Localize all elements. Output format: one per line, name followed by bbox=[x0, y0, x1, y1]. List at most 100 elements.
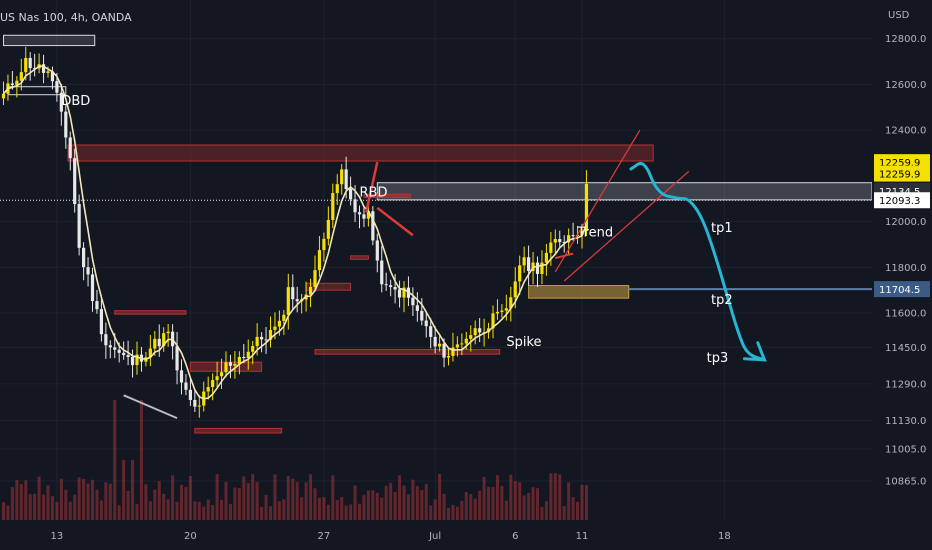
candle-body bbox=[553, 239, 557, 243]
candle-body bbox=[326, 219, 330, 239]
candle bbox=[15, 76, 19, 98]
candle-body bbox=[415, 305, 419, 311]
volume-bar bbox=[144, 484, 148, 520]
volume-bar bbox=[42, 494, 46, 520]
volume-bar bbox=[353, 485, 357, 520]
candles bbox=[1, 46, 589, 418]
volume-bar bbox=[211, 504, 215, 520]
candle-body bbox=[130, 357, 135, 366]
volume-bar bbox=[366, 490, 370, 520]
candle-body bbox=[59, 92, 63, 112]
volume-bar bbox=[362, 495, 366, 520]
candle-body bbox=[19, 72, 23, 81]
candle bbox=[544, 243, 548, 276]
volume-bar bbox=[424, 484, 428, 520]
candle-body bbox=[460, 343, 464, 345]
candle bbox=[384, 272, 388, 291]
candle-body bbox=[491, 313, 495, 329]
candle bbox=[522, 246, 526, 273]
candle-body bbox=[211, 380, 215, 388]
candle bbox=[411, 287, 415, 316]
candle bbox=[446, 347, 451, 366]
volume-bar bbox=[451, 504, 455, 520]
candle-body bbox=[193, 399, 197, 407]
candle bbox=[335, 174, 339, 205]
volume-bar bbox=[184, 487, 188, 520]
candle-body bbox=[86, 267, 90, 275]
candle bbox=[357, 205, 362, 229]
volume-bar bbox=[64, 489, 68, 520]
volume-bar bbox=[108, 483, 112, 520]
candle bbox=[473, 320, 477, 345]
volume-bar bbox=[166, 499, 170, 520]
candle-body bbox=[95, 301, 99, 310]
trend-line-small bbox=[555, 252, 574, 260]
volume-bar bbox=[340, 496, 344, 520]
candle-body bbox=[46, 71, 50, 73]
volume-bar bbox=[527, 493, 531, 520]
candle bbox=[157, 324, 161, 357]
volume-bar bbox=[331, 475, 335, 520]
candle bbox=[518, 255, 522, 295]
volume-bar bbox=[433, 499, 437, 520]
volume-bar bbox=[300, 497, 304, 520]
candle bbox=[104, 322, 108, 359]
candle bbox=[99, 295, 103, 342]
candle bbox=[228, 354, 233, 379]
volume-bar bbox=[304, 482, 308, 520]
candle bbox=[451, 332, 455, 362]
volume-bar bbox=[415, 486, 419, 520]
candle-body bbox=[397, 289, 402, 298]
candle bbox=[86, 257, 90, 287]
candle-body bbox=[291, 287, 295, 300]
candle-body bbox=[464, 338, 468, 344]
candle bbox=[504, 294, 508, 321]
candle-body bbox=[77, 204, 81, 248]
candle-body bbox=[260, 336, 264, 340]
zone-orange-demand bbox=[528, 285, 630, 299]
volume-bar bbox=[135, 504, 139, 520]
candle bbox=[251, 340, 255, 365]
symbol-header[interactable]: US Nas 100, 4h, OANDA bbox=[0, 6, 132, 25]
candle-body bbox=[451, 347, 455, 356]
candle-body bbox=[264, 339, 268, 341]
candle-body bbox=[540, 262, 544, 274]
candle bbox=[433, 326, 437, 354]
candle-body bbox=[215, 376, 219, 381]
volume-bar bbox=[429, 505, 433, 520]
volume-bar bbox=[131, 460, 135, 520]
candle bbox=[224, 351, 228, 378]
time-tick-label: 27 bbox=[318, 531, 331, 542]
volume-bar bbox=[242, 476, 246, 520]
candle bbox=[397, 280, 402, 308]
volume-bar bbox=[460, 500, 464, 520]
candle-body bbox=[384, 284, 388, 286]
candle-body bbox=[206, 387, 210, 392]
time-tick-label: Jul bbox=[428, 531, 441, 542]
candle bbox=[193, 389, 197, 413]
volume-bar bbox=[411, 479, 415, 520]
candle-body bbox=[242, 356, 246, 358]
volume-bar bbox=[157, 481, 161, 520]
candle-body bbox=[82, 247, 86, 268]
candle-body bbox=[286, 287, 290, 315]
volume-bar bbox=[580, 484, 584, 520]
volume-bar bbox=[384, 485, 388, 520]
candle-body bbox=[344, 169, 348, 190]
volume-bar bbox=[104, 482, 108, 520]
price-badge: 12093.3 bbox=[874, 192, 930, 209]
volume-bar bbox=[28, 494, 32, 520]
candle bbox=[478, 317, 482, 343]
annotation-trend: Trend bbox=[577, 225, 614, 240]
volume-bar bbox=[478, 490, 482, 520]
candle-body bbox=[148, 348, 152, 358]
candle bbox=[286, 273, 290, 330]
candle-body bbox=[331, 193, 335, 220]
volume-bar bbox=[126, 490, 130, 520]
candle-body bbox=[438, 343, 442, 347]
trend-channel-upper bbox=[554, 129, 641, 273]
price-badge: 11704.5 bbox=[874, 281, 930, 298]
volume-bar bbox=[531, 487, 535, 520]
